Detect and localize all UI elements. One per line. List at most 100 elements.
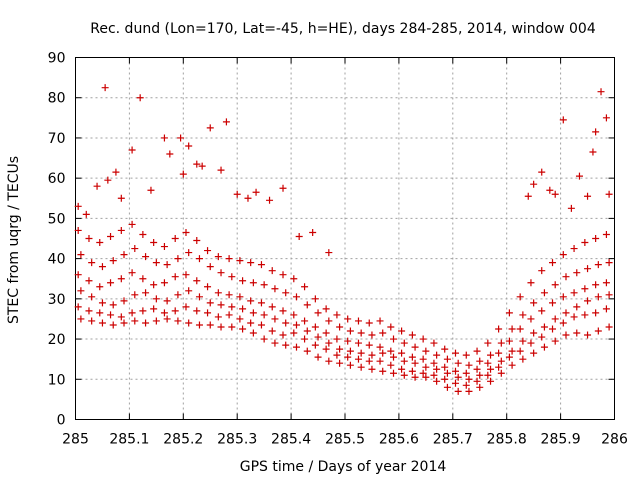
data-point: [239, 277, 247, 285]
data-point: [260, 335, 268, 343]
data-point: [239, 325, 247, 333]
data-point: [400, 371, 408, 379]
data-point: [549, 259, 557, 267]
data-point: [160, 309, 168, 317]
data-point: [379, 349, 387, 357]
data-point: [279, 184, 287, 192]
data-point: [524, 192, 532, 200]
data-point: [422, 347, 430, 355]
data-point: [476, 357, 484, 365]
data-point: [150, 281, 158, 289]
data-point: [217, 269, 225, 277]
data-point: [252, 188, 260, 196]
data-point: [128, 309, 136, 317]
data-point: [581, 311, 589, 319]
data-point: [465, 387, 473, 395]
data-point: [214, 253, 222, 261]
data-point: [575, 172, 583, 180]
data-point: [96, 309, 104, 317]
data-point: [530, 349, 538, 357]
data-point: [497, 357, 505, 365]
data-point: [398, 327, 406, 335]
data-point: [166, 150, 174, 158]
x-tick-label: 285.5: [325, 432, 365, 448]
data-point: [225, 311, 233, 319]
data-point: [311, 323, 319, 331]
data-point: [527, 339, 535, 347]
data-point: [74, 303, 82, 311]
data-point: [594, 327, 602, 335]
data-point: [152, 259, 160, 267]
data-point: [233, 190, 241, 198]
x-tick-label: 285.3: [217, 432, 257, 448]
data-point: [581, 285, 589, 293]
data-point: [559, 116, 567, 124]
data-point: [204, 309, 212, 317]
data-point: [150, 239, 158, 247]
data-point: [282, 341, 290, 349]
data-point: [538, 168, 546, 176]
data-point: [131, 245, 139, 253]
data-point: [85, 277, 93, 285]
data-point: [441, 363, 449, 371]
x-tick-label: 285.9: [541, 432, 581, 448]
data-point: [354, 317, 362, 325]
data-point: [104, 176, 112, 184]
data-point: [292, 321, 300, 329]
data-point: [160, 279, 168, 287]
data-point: [390, 335, 398, 343]
data-point: [82, 210, 90, 218]
data-point: [177, 134, 185, 142]
data-point: [74, 202, 82, 210]
data-point: [139, 307, 147, 315]
x-tick-label: 285.7: [433, 432, 473, 448]
data-point: [497, 369, 505, 377]
data-point: [239, 305, 247, 313]
data-point: [516, 293, 524, 301]
data-point: [592, 309, 600, 317]
data-point: [292, 343, 300, 351]
data-point: [206, 299, 214, 307]
data-point: [193, 237, 201, 245]
data-point: [602, 305, 610, 313]
data-point: [301, 317, 309, 325]
data-point: [322, 329, 330, 337]
data-point: [519, 311, 527, 319]
data-point: [301, 335, 309, 343]
data-point: [527, 279, 535, 287]
data-point: [454, 387, 462, 395]
data-point: [390, 353, 398, 361]
data-point: [473, 365, 481, 373]
data-point: [365, 319, 373, 327]
data-point: [142, 319, 150, 327]
data-point: [346, 361, 354, 369]
data-point: [549, 325, 557, 333]
data-point: [570, 313, 578, 321]
data-point: [357, 363, 365, 371]
data-point: [179, 170, 187, 178]
data-point: [139, 230, 147, 238]
data-point: [271, 315, 279, 323]
data-point: [408, 367, 416, 375]
data-point: [333, 311, 341, 319]
data-point: [77, 251, 85, 259]
data-point: [171, 307, 179, 315]
data-point: [314, 353, 322, 361]
x-tick-label: 285.6: [379, 432, 419, 448]
series: [74, 220, 610, 359]
data-point: [174, 255, 182, 263]
data-point: [594, 261, 602, 269]
data-point: [497, 339, 505, 347]
y-tick-label: 0: [57, 413, 66, 429]
data-point: [365, 357, 373, 365]
data-point: [508, 361, 516, 369]
data-point: [107, 311, 115, 319]
data-point: [171, 273, 179, 281]
data-point: [142, 253, 150, 261]
data-point: [303, 327, 311, 335]
data-point: [195, 321, 203, 329]
data-point: [430, 339, 438, 347]
data-point: [519, 337, 527, 345]
y-tick-label: 30: [48, 292, 66, 308]
y-axis-label: STEC from uqrg / TECUs: [6, 156, 22, 324]
